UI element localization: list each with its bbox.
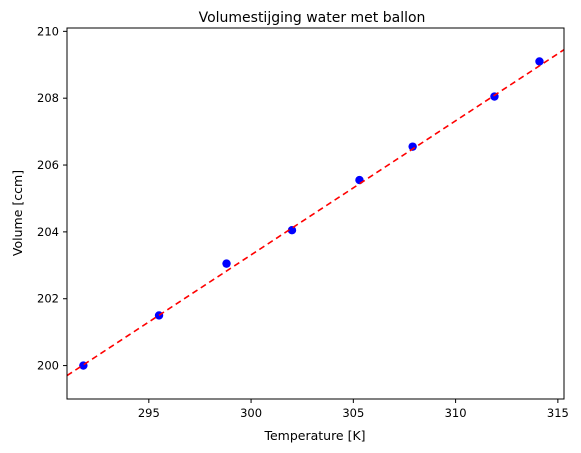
y-tick-label: 208	[37, 91, 59, 105]
x-axis: 295 300 305 310 315	[138, 399, 569, 420]
data-point	[535, 57, 544, 66]
x-tick-label: 315	[547, 406, 569, 420]
y-tick-label: 202	[37, 292, 59, 306]
data-point	[408, 142, 417, 151]
x-axis-label: Temperature [K]	[263, 428, 365, 443]
fit-line	[66, 49, 565, 377]
y-tick-label: 204	[37, 225, 59, 239]
y-axis-label: Volume [ccm]	[10, 170, 25, 256]
y-axis: 200 202 204 206 208 210	[37, 24, 67, 373]
y-tick-label: 206	[37, 158, 59, 172]
plot-frame	[66, 27, 565, 400]
x-tick-label: 305	[342, 406, 364, 420]
y-tick-label: 200	[37, 359, 59, 373]
y-tick-label: 210	[37, 24, 59, 38]
x-tick-label: 295	[138, 406, 160, 420]
data-point	[222, 259, 231, 268]
data-point	[287, 226, 297, 235]
chart-title: Volumestijging water met ballon	[199, 10, 426, 26]
plot-area	[66, 49, 565, 377]
x-tick-label: 300	[240, 406, 262, 420]
x-tick-label: 310	[445, 406, 467, 420]
